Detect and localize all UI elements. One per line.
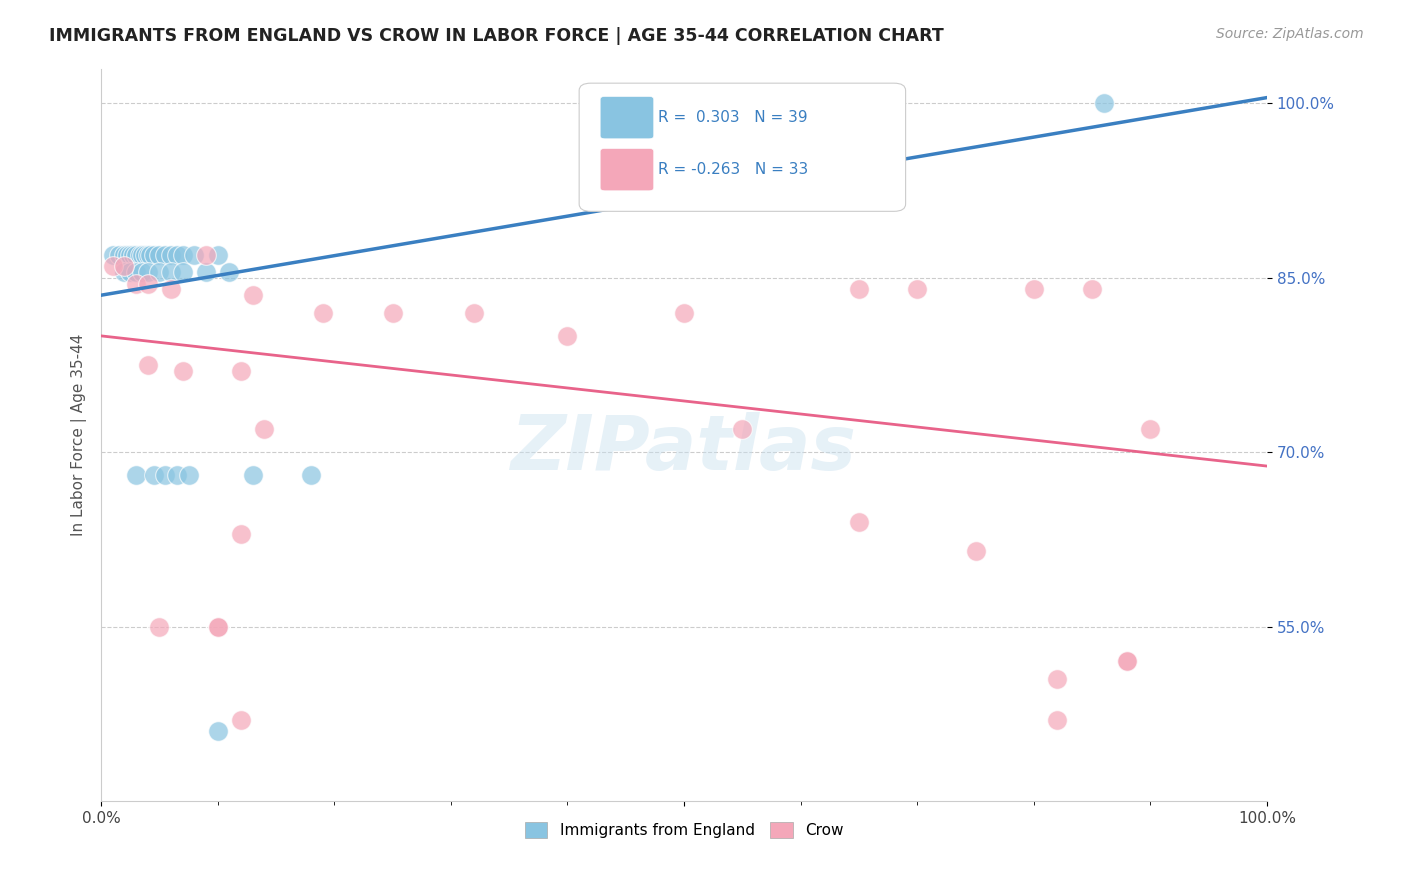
Point	[121, 247, 143, 261]
FancyBboxPatch shape	[579, 83, 905, 211]
Point	[114, 265, 136, 279]
Point	[195, 247, 218, 261]
Y-axis label: In Labor Force | Age 35-44: In Labor Force | Age 35-44	[72, 334, 87, 536]
Point	[1116, 654, 1139, 668]
Point	[242, 468, 264, 483]
Point	[177, 468, 200, 483]
Point	[148, 619, 170, 633]
Point	[134, 247, 156, 261]
Point	[848, 282, 870, 296]
Legend: Immigrants from England, Crow: Immigrants from England, Crow	[519, 816, 849, 845]
Point	[160, 265, 183, 279]
Point	[1046, 713, 1069, 727]
Point	[101, 247, 124, 261]
Point	[207, 247, 229, 261]
Point	[229, 364, 252, 378]
Point	[195, 265, 218, 279]
Point	[160, 282, 183, 296]
Point	[131, 265, 153, 279]
Point	[557, 329, 579, 343]
Point	[463, 305, 485, 319]
Point	[142, 247, 165, 261]
Point	[218, 265, 240, 279]
Point	[107, 247, 129, 261]
Point	[299, 468, 322, 483]
Point	[115, 247, 138, 261]
Point	[1022, 282, 1045, 296]
Point	[136, 358, 159, 372]
Point	[148, 265, 170, 279]
Point	[136, 277, 159, 291]
Point	[125, 468, 148, 483]
Point	[1046, 672, 1069, 686]
Point	[155, 468, 177, 483]
Point	[172, 265, 194, 279]
Point	[120, 247, 142, 261]
Point	[166, 468, 188, 483]
FancyBboxPatch shape	[600, 148, 654, 191]
Point	[114, 247, 136, 261]
Text: IMMIGRANTS FROM ENGLAND VS CROW IN LABOR FORCE | AGE 35-44 CORRELATION CHART: IMMIGRANTS FROM ENGLAND VS CROW IN LABOR…	[49, 27, 943, 45]
Point	[731, 422, 754, 436]
Point	[848, 515, 870, 529]
Point	[142, 468, 165, 483]
Point	[381, 305, 404, 319]
Point	[114, 259, 136, 273]
Point	[120, 265, 142, 279]
Point	[1116, 654, 1139, 668]
Point	[229, 526, 252, 541]
Point	[125, 277, 148, 291]
FancyBboxPatch shape	[600, 96, 654, 139]
Point	[207, 619, 229, 633]
Point	[131, 247, 153, 261]
Point	[1081, 282, 1104, 296]
Point	[965, 544, 987, 558]
Text: R =  0.303   N = 39: R = 0.303 N = 39	[658, 110, 808, 125]
Point	[172, 247, 194, 261]
Point	[207, 619, 229, 633]
Point	[136, 265, 159, 279]
Point	[207, 724, 229, 739]
Point	[148, 247, 170, 261]
Point	[183, 247, 205, 261]
Point	[905, 282, 928, 296]
Point	[128, 247, 150, 261]
Point	[311, 305, 333, 319]
Point	[136, 247, 159, 261]
Point	[166, 247, 188, 261]
Text: Source: ZipAtlas.com: Source: ZipAtlas.com	[1216, 27, 1364, 41]
Point	[125, 247, 148, 261]
Point	[673, 305, 696, 319]
Point	[253, 422, 276, 436]
Point	[125, 265, 148, 279]
Point	[101, 259, 124, 273]
Point	[160, 247, 183, 261]
Point	[155, 247, 177, 261]
Point	[172, 364, 194, 378]
Point	[229, 713, 252, 727]
Point	[139, 247, 162, 261]
Point	[242, 288, 264, 302]
Point	[1139, 422, 1161, 436]
Point	[1092, 96, 1115, 111]
Text: ZIPatlas: ZIPatlas	[512, 412, 858, 486]
Text: R = -0.263   N = 33: R = -0.263 N = 33	[658, 162, 808, 178]
